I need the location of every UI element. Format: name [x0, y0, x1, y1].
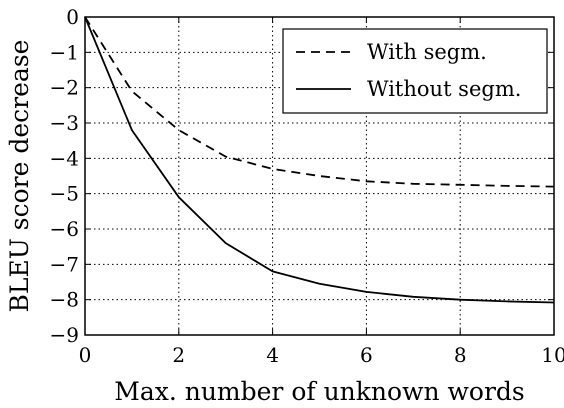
legend-label: With segm.	[367, 40, 487, 64]
series-line-with-segm	[84, 16, 555, 188]
y-tick-label: −8	[50, 288, 79, 312]
y-tick-label: −6	[50, 217, 79, 241]
y-axis-label: BLEU score decrease	[5, 40, 34, 313]
y-tick-label: 0	[66, 5, 79, 29]
x-axis-label: Max. number of unknown words	[114, 377, 525, 406]
x-tick-label: 0	[79, 343, 92, 367]
legend-box	[282, 28, 548, 114]
y-tick-label: −7	[50, 252, 79, 276]
x-tick-label: 4	[266, 343, 279, 367]
series-line-without-segm	[84, 16, 555, 304]
y-tick-label: −3	[50, 111, 79, 135]
y-tick-label: −2	[50, 76, 79, 100]
y-tick-label: −4	[50, 146, 79, 170]
x-tick-label: 10	[541, 343, 564, 367]
plot-frame	[84, 16, 555, 336]
x-tick-label: 8	[454, 343, 467, 367]
y-tick-label: −5	[50, 182, 79, 206]
series-layer	[84, 16, 555, 304]
x-tick-label: 2	[172, 343, 185, 367]
x-tick-label: 6	[360, 343, 373, 367]
y-tick-label: −1	[50, 40, 79, 64]
axis-ticks: 0 2 4 6 8 10 0 −1 −2 −3 −4 −5 −6 −7 −8 −9	[50, 5, 564, 367]
y-tick-label: −9	[50, 323, 79, 347]
legend-label: Without segm.	[367, 77, 521, 101]
legend: With segm. Without segm.	[282, 28, 548, 114]
